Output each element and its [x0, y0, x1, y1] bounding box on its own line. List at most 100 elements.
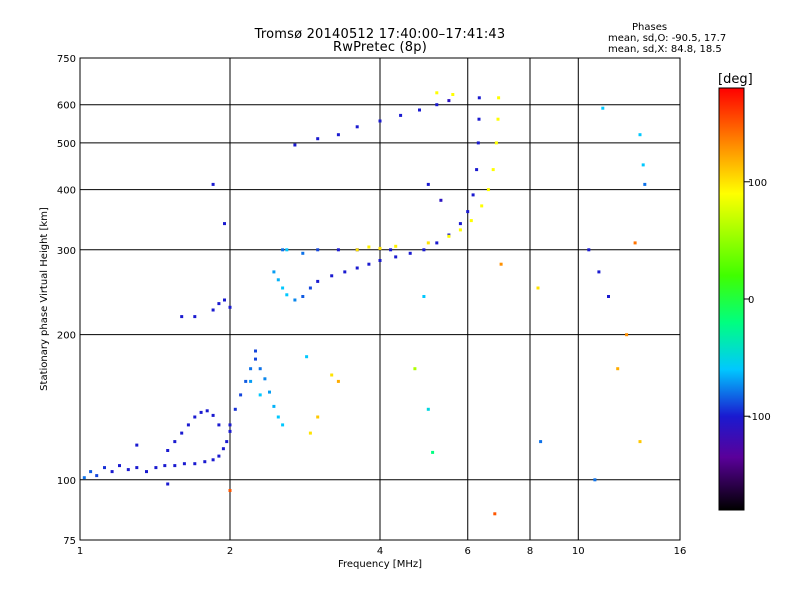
echo-point [301, 251, 305, 255]
echo-point [389, 248, 393, 252]
echo-point [276, 415, 280, 419]
echo-point [281, 286, 285, 290]
echo-point [258, 367, 262, 371]
o-mode-stats: mean, sd,O: -90.5, 17.7 [608, 33, 727, 44]
echo-point [394, 244, 398, 248]
echo-point [458, 228, 462, 232]
y-tick-label: 300 [57, 246, 76, 257]
x-tick-label: 10 [572, 546, 585, 557]
echo-point [476, 141, 480, 145]
echo-point [211, 413, 215, 417]
echo-point [480, 204, 484, 208]
echo-point [173, 464, 177, 468]
y-tick-label: 100 [57, 476, 76, 487]
echo-point [228, 429, 232, 433]
echo-point [426, 407, 430, 411]
echo-point [607, 295, 610, 298]
x-tick-label: 4 [377, 546, 383, 557]
echo-point [466, 210, 470, 214]
phase-colorbar [718, 87, 745, 511]
echo-point [268, 390, 271, 394]
echo-point [293, 143, 297, 147]
echo-point [193, 415, 197, 419]
echo-point [316, 137, 320, 141]
echo-point [258, 393, 262, 397]
plot-frame [79, 57, 681, 541]
echo-point [145, 470, 148, 474]
echo-point [281, 423, 285, 427]
echo-point [308, 286, 312, 290]
echo-point [435, 91, 439, 95]
echo-point [186, 423, 190, 427]
echo-point [593, 478, 597, 482]
echo-point [399, 113, 403, 117]
echo-point [343, 270, 347, 274]
echo-points [82, 91, 647, 516]
echo-point [499, 262, 503, 266]
echo-point [217, 302, 221, 306]
echo-point [308, 431, 312, 435]
echo-point [154, 466, 158, 470]
phases-heading: Phases [632, 22, 668, 33]
echo-point [494, 141, 498, 145]
x-tick-label: 1 [77, 546, 83, 557]
echo-point [193, 462, 197, 466]
echo-point [447, 99, 451, 103]
echo-point [336, 133, 340, 137]
echo-point [355, 125, 359, 129]
echo-point [173, 440, 177, 444]
echo-point [458, 222, 462, 226]
echo-point [378, 259, 382, 262]
echo-point [597, 270, 601, 274]
x-tick-label: 16 [674, 546, 687, 557]
y-axis-title: Stationary phase Virtual Height [km] [39, 207, 50, 391]
y-tick-label: 400 [57, 186, 76, 197]
echo-point [166, 482, 170, 486]
y-tick-label: 75 [63, 536, 76, 547]
echo-point [180, 315, 184, 319]
echo-point [330, 274, 334, 278]
echo-point [228, 305, 232, 309]
echo-point [316, 415, 320, 419]
grid-lines [80, 58, 680, 540]
echo-point [447, 234, 451, 238]
echo-point [205, 409, 209, 413]
echo-point [272, 404, 276, 408]
echo-point [203, 460, 207, 464]
echo-point [497, 96, 501, 100]
echo-point [367, 262, 371, 266]
x-tick-label: 2 [227, 546, 233, 557]
echo-point [199, 410, 203, 414]
y-tick-label: 600 [57, 101, 76, 112]
echo-point [469, 219, 473, 223]
echo-point [217, 423, 221, 427]
echo-point [378, 246, 382, 250]
echo-point [228, 489, 232, 492]
x-tick-label: 8 [527, 546, 533, 557]
echo-point [211, 458, 215, 462]
echo-point [126, 468, 130, 472]
x-axis-title: Frequency [MHz] [338, 559, 422, 570]
echo-point [254, 357, 257, 361]
echo-point [217, 454, 221, 458]
echo-point [233, 407, 237, 411]
echo-point [225, 440, 229, 444]
echo-point [496, 117, 500, 121]
echo-point [477, 96, 481, 100]
colorbar-unit-label: [deg] [718, 72, 753, 87]
echo-point [103, 466, 106, 470]
echo-point [477, 117, 481, 121]
echo-point [408, 251, 412, 255]
echo-point [82, 476, 86, 480]
echo-point [281, 248, 285, 252]
echo-point [110, 470, 114, 474]
echo-point [435, 241, 439, 245]
colorbar-tick-label: -100 [748, 412, 771, 423]
echo-point [223, 298, 226, 302]
echo-point [587, 248, 591, 252]
y-tick-label: 500 [57, 139, 76, 150]
echo-point [239, 393, 243, 397]
echo-point [249, 367, 253, 371]
colorbar-ticks: -100 0 100 [744, 178, 771, 423]
chart-subtitle: RwPretec (8p) [333, 40, 427, 55]
